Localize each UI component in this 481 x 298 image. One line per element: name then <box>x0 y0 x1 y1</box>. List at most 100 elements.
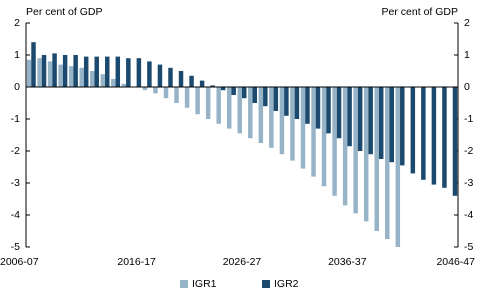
bar <box>395 87 401 247</box>
x-tick-label: 2036-37 <box>328 256 367 268</box>
bar <box>73 55 78 87</box>
bar <box>452 87 458 196</box>
bar <box>41 55 47 87</box>
y2-tick-label: -1 <box>464 113 473 125</box>
y-tick-label: -2 <box>11 145 20 157</box>
bar <box>363 87 369 222</box>
bar <box>121 83 127 87</box>
bar <box>284 87 289 116</box>
y-tick-label: 2 <box>14 17 20 29</box>
bar <box>189 75 194 87</box>
bar <box>321 87 327 187</box>
y2-tick-label: 0 <box>464 81 470 93</box>
bar <box>68 66 74 87</box>
y2-tick-label: -3 <box>464 177 473 189</box>
bar <box>263 87 268 107</box>
bar <box>431 87 437 185</box>
x-tick-label: 2046-47 <box>436 256 475 268</box>
y2-tick-label: -4 <box>464 209 473 221</box>
bar <box>220 87 226 91</box>
bar <box>184 87 190 108</box>
bar <box>31 42 36 87</box>
bar <box>385 87 390 239</box>
bar <box>353 87 358 214</box>
bar <box>305 87 310 124</box>
bar <box>311 87 316 177</box>
bar <box>252 87 258 103</box>
bar <box>300 87 306 169</box>
bar <box>336 87 342 139</box>
bar <box>421 87 426 180</box>
y2-tick-label: 1 <box>464 49 470 61</box>
bar <box>90 71 95 87</box>
x-tick-label: 2016-17 <box>117 256 156 268</box>
bar <box>163 87 169 99</box>
bar <box>279 87 285 155</box>
y2-axis-title: Per cent of GDP <box>382 6 458 18</box>
y-tick-label: -3 <box>11 177 20 189</box>
y-tick-label: 0 <box>14 81 20 93</box>
bar <box>269 87 274 148</box>
bar <box>368 87 373 155</box>
bar <box>378 87 384 159</box>
bar <box>126 58 131 87</box>
bar <box>26 59 32 87</box>
bar <box>248 87 253 139</box>
bar <box>258 87 264 143</box>
bar <box>62 55 68 87</box>
y2-tick-label: -2 <box>464 145 473 157</box>
bar <box>357 87 363 151</box>
y-tick-label: 1 <box>14 49 20 61</box>
bar <box>111 79 116 87</box>
bar <box>315 87 321 129</box>
bar <box>294 87 300 119</box>
bar <box>157 64 163 87</box>
bar <box>326 87 331 134</box>
bar <box>410 87 416 174</box>
x-tick-label: 2006-07 <box>0 256 39 268</box>
y2-tick-label: -5 <box>464 241 473 253</box>
y-tick-label: -1 <box>11 113 20 125</box>
bar <box>237 87 242 134</box>
bar <box>168 67 173 87</box>
y-tick-label: -5 <box>11 241 20 253</box>
bar <box>100 74 106 87</box>
bar <box>142 87 148 91</box>
bar <box>231 87 236 95</box>
legend-swatch <box>180 280 188 288</box>
bar <box>58 64 63 87</box>
bar <box>205 87 211 119</box>
bar <box>105 56 110 87</box>
bar <box>83 56 89 87</box>
bar <box>195 87 200 115</box>
y2-tick-label: 2 <box>464 17 470 29</box>
bar <box>178 71 184 87</box>
legend-label: IGR2 <box>274 278 299 290</box>
bar <box>290 87 295 161</box>
bar <box>52 53 57 87</box>
bar <box>374 87 379 231</box>
bar <box>37 58 42 87</box>
bar <box>226 87 232 129</box>
bar <box>442 87 447 188</box>
y-axis-title: Per cent of GDP <box>26 6 102 18</box>
bar <box>332 87 337 196</box>
bar <box>115 56 121 87</box>
bar <box>242 87 247 99</box>
bar <box>273 87 279 111</box>
bar <box>47 61 53 87</box>
y-tick-label: -4 <box>11 209 20 221</box>
bar <box>147 61 152 87</box>
legend-swatch <box>262 280 270 288</box>
bar <box>216 87 221 124</box>
bar <box>79 67 84 87</box>
bar <box>347 87 352 147</box>
bar <box>136 58 142 87</box>
bar <box>342 87 348 206</box>
bar <box>210 85 215 87</box>
bar <box>199 80 205 87</box>
bar <box>174 87 179 103</box>
legend-label: IGR1 <box>192 278 217 290</box>
bar <box>94 56 99 87</box>
